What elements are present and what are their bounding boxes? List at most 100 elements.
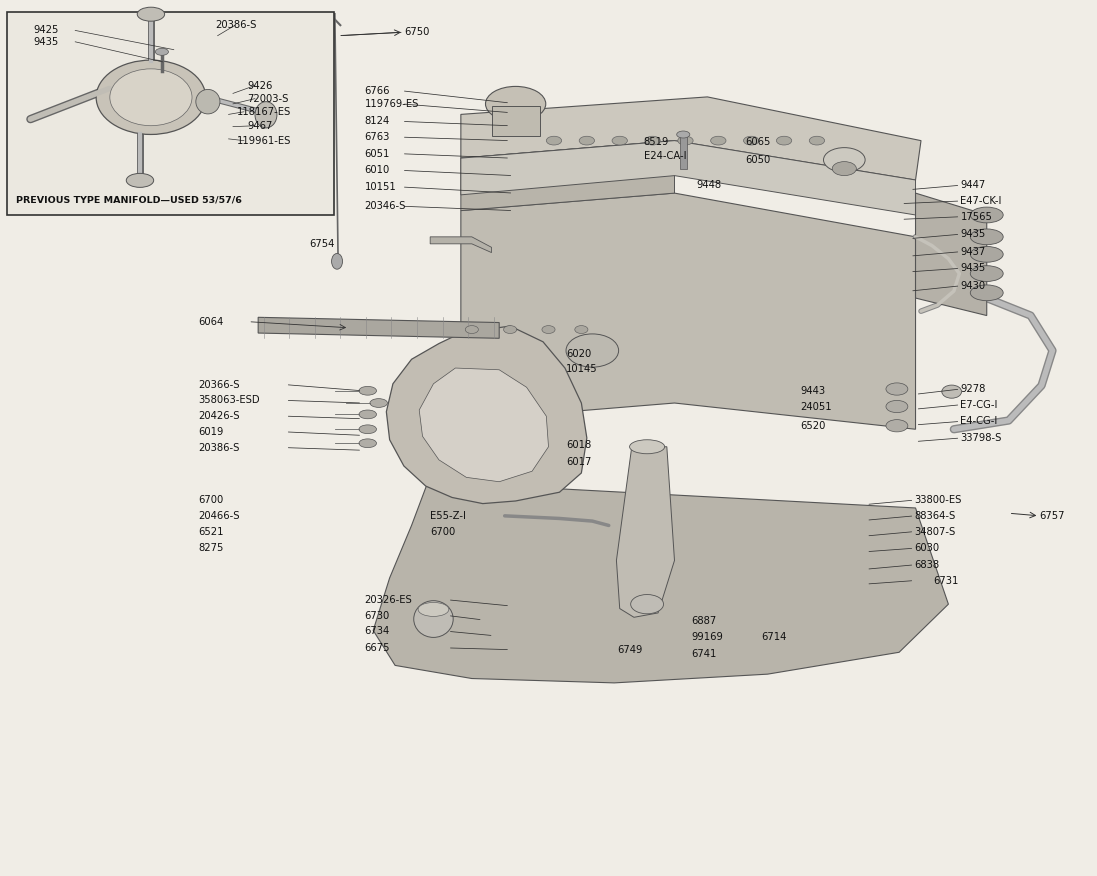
Ellipse shape — [504, 326, 517, 334]
Text: 6749: 6749 — [618, 645, 643, 654]
Text: 10151: 10151 — [364, 182, 396, 192]
Text: 9443: 9443 — [801, 385, 826, 396]
Text: 20346-S: 20346-S — [364, 201, 406, 211]
Ellipse shape — [370, 399, 387, 407]
Ellipse shape — [110, 69, 192, 126]
Text: 6734: 6734 — [364, 626, 389, 636]
Ellipse shape — [359, 439, 376, 448]
Text: 6065: 6065 — [746, 137, 771, 146]
Text: 6521: 6521 — [197, 526, 224, 537]
Text: 9430: 9430 — [961, 281, 985, 291]
Ellipse shape — [542, 326, 555, 334]
Ellipse shape — [942, 385, 962, 399]
Text: 9426: 9426 — [247, 81, 272, 90]
Polygon shape — [419, 368, 548, 482]
Polygon shape — [461, 141, 916, 215]
Text: 118167-ES: 118167-ES — [237, 107, 292, 117]
Text: 6766: 6766 — [364, 86, 389, 95]
Ellipse shape — [486, 87, 546, 122]
Ellipse shape — [97, 60, 206, 134]
Text: 88364-S: 88364-S — [915, 511, 955, 521]
Text: 17565: 17565 — [961, 212, 993, 222]
Polygon shape — [386, 326, 587, 504]
Ellipse shape — [678, 137, 693, 145]
Ellipse shape — [971, 229, 1003, 244]
Text: 33798-S: 33798-S — [961, 433, 1002, 443]
Ellipse shape — [824, 148, 866, 172]
Text: 6754: 6754 — [309, 239, 335, 249]
Polygon shape — [461, 141, 675, 210]
Text: 6741: 6741 — [691, 649, 716, 659]
Polygon shape — [617, 447, 675, 618]
Ellipse shape — [971, 207, 1003, 223]
Text: 9435: 9435 — [961, 264, 986, 273]
Text: 9435: 9435 — [34, 37, 59, 46]
Text: E7-CG-I: E7-CG-I — [961, 399, 998, 410]
Ellipse shape — [359, 425, 376, 434]
Ellipse shape — [418, 603, 449, 617]
Ellipse shape — [575, 326, 588, 334]
Text: 6757: 6757 — [1039, 511, 1065, 521]
Bar — [8, 12, 333, 215]
Text: 99169: 99169 — [691, 632, 723, 642]
Text: 6887: 6887 — [691, 616, 716, 625]
Text: 9437: 9437 — [961, 247, 986, 257]
Ellipse shape — [359, 410, 376, 419]
Ellipse shape — [359, 386, 376, 395]
Text: E4-CG-I: E4-CG-I — [961, 416, 997, 427]
Ellipse shape — [971, 246, 1003, 262]
Text: 20426-S: 20426-S — [197, 411, 239, 421]
Text: 8124: 8124 — [364, 117, 389, 126]
Ellipse shape — [612, 137, 627, 145]
Text: 9425: 9425 — [34, 25, 59, 35]
Text: 6700: 6700 — [430, 526, 455, 537]
Text: 6050: 6050 — [746, 155, 771, 165]
Text: 9448: 9448 — [697, 180, 722, 190]
Ellipse shape — [465, 326, 478, 334]
Ellipse shape — [414, 601, 453, 638]
Polygon shape — [916, 193, 986, 315]
Ellipse shape — [971, 265, 1003, 281]
Text: 8519: 8519 — [644, 137, 669, 146]
Text: 20386-S: 20386-S — [215, 20, 257, 30]
Ellipse shape — [677, 131, 690, 138]
Text: 24051: 24051 — [801, 401, 833, 412]
Text: 72003-S: 72003-S — [247, 94, 289, 103]
Text: 20386-S: 20386-S — [197, 442, 239, 453]
Text: 20366-S: 20366-S — [197, 379, 239, 390]
Text: E24-CA-I: E24-CA-I — [644, 152, 687, 161]
Ellipse shape — [546, 137, 562, 145]
Polygon shape — [258, 317, 499, 338]
Ellipse shape — [331, 253, 342, 269]
Polygon shape — [491, 106, 540, 137]
Text: E47-CK-I: E47-CK-I — [961, 196, 1002, 206]
Text: 6714: 6714 — [761, 632, 787, 642]
Text: E55-Z-I: E55-Z-I — [430, 511, 466, 521]
Text: 9278: 9278 — [961, 384, 986, 394]
Ellipse shape — [744, 137, 759, 145]
Ellipse shape — [645, 137, 660, 145]
Text: 6730: 6730 — [364, 611, 389, 620]
Ellipse shape — [566, 334, 619, 367]
Ellipse shape — [886, 383, 908, 395]
Text: 6017: 6017 — [566, 456, 591, 467]
Text: PREVIOUS TYPE MANIFOLD—USED 53/57/6: PREVIOUS TYPE MANIFOLD—USED 53/57/6 — [16, 195, 242, 205]
Ellipse shape — [810, 137, 825, 145]
Text: 34807-S: 34807-S — [915, 526, 955, 537]
Polygon shape — [430, 237, 491, 252]
Ellipse shape — [255, 102, 276, 128]
Text: 6675: 6675 — [364, 643, 389, 653]
Ellipse shape — [886, 400, 908, 413]
Ellipse shape — [126, 173, 154, 187]
Text: 6520: 6520 — [801, 420, 826, 431]
Text: 358063-ESD: 358063-ESD — [197, 395, 260, 406]
Text: 6064: 6064 — [197, 317, 223, 327]
Ellipse shape — [711, 137, 726, 145]
Ellipse shape — [631, 595, 664, 614]
Text: 9467: 9467 — [247, 121, 272, 131]
Ellipse shape — [579, 137, 595, 145]
Ellipse shape — [630, 440, 665, 454]
Polygon shape — [373, 482, 949, 683]
Ellipse shape — [777, 137, 792, 145]
Polygon shape — [461, 193, 916, 429]
